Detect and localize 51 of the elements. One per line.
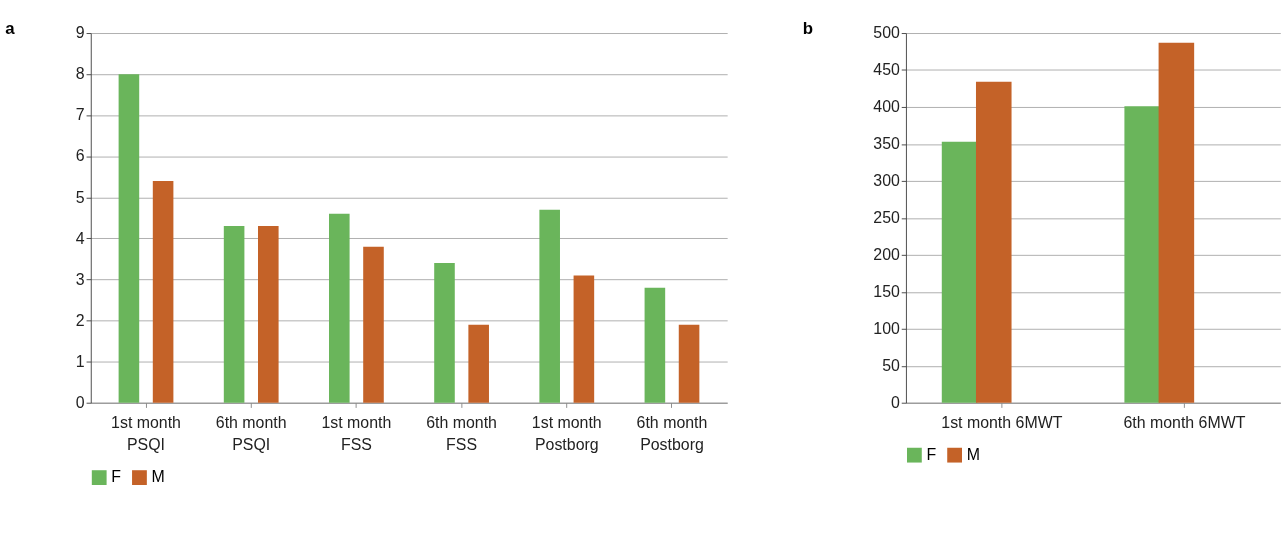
y-tick-label: 100: [873, 319, 901, 337]
y-tick-label: 500: [873, 24, 901, 42]
y-tick-label: 0: [75, 393, 85, 411]
y-tick-label: 8: [75, 65, 85, 83]
bar: [941, 141, 978, 403]
bar: [258, 226, 279, 403]
y-tick-label: 9: [75, 24, 85, 42]
bar: [975, 81, 1012, 403]
x-tick-label: 1st month Postborg: [531, 413, 602, 454]
bar: [363, 246, 384, 403]
y-tick-label: 300: [873, 172, 901, 190]
x-tick-label: 1st month FSS: [321, 413, 392, 454]
bar: [329, 213, 350, 403]
bar: [644, 287, 666, 403]
legend-label: M: [966, 445, 981, 463]
y-tick-label: 0: [891, 393, 901, 411]
bar: [118, 74, 140, 403]
chart-title: b: [802, 19, 813, 38]
legend-label: F: [926, 445, 937, 463]
bar: [223, 226, 245, 403]
y-tick-label: 7: [75, 106, 85, 124]
y-tick-label: 3: [75, 270, 85, 288]
x-tick-label: 6th month FSS: [426, 413, 497, 454]
y-tick-label: 250: [873, 209, 901, 227]
bar: [573, 275, 595, 403]
y-tick-label: 4: [75, 229, 85, 247]
y-tick-label: 1: [75, 352, 85, 370]
y-tick-label: 2: [75, 311, 85, 329]
y-tick-label: 150: [873, 282, 901, 300]
chart-title: a: [5, 19, 16, 38]
x-tick-label: 6th month 6MWT: [1123, 413, 1246, 431]
x-tick-label: 6th month PSQI: [215, 413, 287, 454]
bar: [434, 263, 455, 403]
legend-label: M: [151, 468, 165, 486]
y-tick-label: 400: [873, 98, 901, 116]
bar: [1158, 42, 1195, 403]
x-tick-label: 6th month Postborg: [636, 413, 708, 454]
y-tick-label: 50: [882, 356, 901, 374]
y-tick-label: 350: [873, 135, 901, 153]
y-tick-label: 450: [873, 61, 901, 79]
legend-label: F: [111, 468, 122, 486]
x-tick-label: 1st month PSQI: [111, 413, 181, 454]
y-tick-label: 200: [873, 246, 901, 264]
bar: [1124, 106, 1160, 403]
bar: [539, 209, 560, 403]
y-tick-label: 5: [75, 188, 85, 206]
y-tick-label: 6: [75, 147, 85, 165]
bar: [678, 324, 700, 403]
bar: [468, 324, 489, 403]
bar: [152, 180, 174, 403]
x-tick-label: 1st month 6MWT: [941, 413, 1063, 431]
